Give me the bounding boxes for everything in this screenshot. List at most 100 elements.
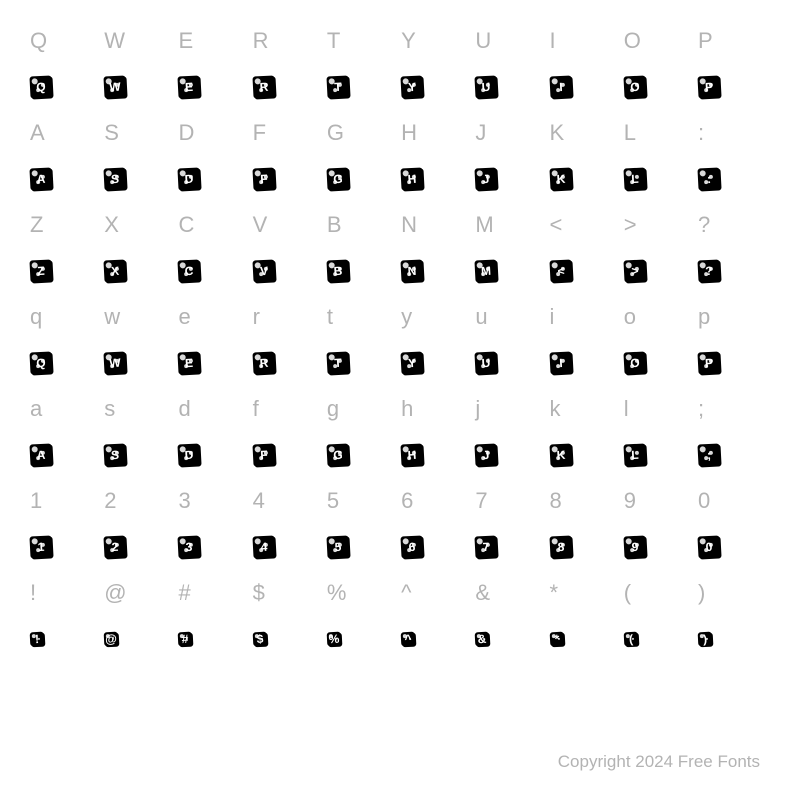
- char-glyph: D: [178, 444, 250, 466]
- char-glyph: K: [550, 444, 622, 466]
- char-label: S: [104, 120, 176, 146]
- font-glyph: M: [475, 259, 498, 282]
- char-glyph: ?: [698, 260, 770, 282]
- char-glyph: *: [550, 632, 622, 646]
- char-label: R: [253, 28, 325, 54]
- font-glyph: S: [104, 443, 127, 466]
- font-glyph: L: [623, 167, 646, 190]
- char-glyph: A: [30, 444, 102, 466]
- char-label: G: [327, 120, 399, 146]
- label-row: 1234567890: [30, 480, 770, 522]
- char-glyph: O: [624, 352, 696, 374]
- glyph-row: ZXCVBNM<>?: [30, 250, 770, 292]
- font-glyph: N: [401, 259, 424, 282]
- char-glyph: L: [624, 168, 696, 190]
- char-label: >: [624, 212, 696, 238]
- char-label: r: [253, 304, 325, 330]
- font-glyph: R: [252, 351, 275, 374]
- font-glyph: U: [475, 351, 498, 374]
- char-glyph: Q: [30, 76, 102, 98]
- char-label: Q: [30, 28, 102, 54]
- font-glyph: R: [252, 75, 275, 98]
- char-glyph: P: [698, 352, 770, 374]
- char-glyph: J: [475, 444, 547, 466]
- font-glyph: 0: [697, 535, 720, 558]
- font-glyph: W: [104, 351, 127, 374]
- font-glyph: 1: [29, 535, 52, 558]
- copyright-text: Copyright 2024 Free Fonts: [558, 752, 760, 772]
- font-glyph: ?: [697, 259, 720, 282]
- char-label: ;: [698, 396, 770, 422]
- char-glyph: 3: [178, 536, 250, 558]
- char-label: Z: [30, 212, 102, 238]
- char-glyph: 8: [550, 536, 622, 558]
- glyph-row: ASDFGHJKL:: [30, 158, 770, 200]
- char-label: l: [624, 396, 696, 422]
- char-glyph: 2: [104, 536, 176, 558]
- char-label: F: [253, 120, 325, 146]
- char-glyph: S: [104, 444, 176, 466]
- font-glyph: P: [697, 351, 720, 374]
- font-glyph: 3: [178, 535, 201, 558]
- char-label: t: [327, 304, 399, 330]
- char-glyph: E: [178, 76, 250, 98]
- glyph-row: 1234567890: [30, 526, 770, 568]
- char-glyph: 1: [30, 536, 102, 558]
- char-glyph: &: [475, 632, 547, 646]
- font-glyph: K: [549, 167, 572, 190]
- char-glyph: I: [550, 352, 622, 374]
- char-glyph: V: [253, 260, 325, 282]
- char-label: A: [30, 120, 102, 146]
- char-label: f: [253, 396, 325, 422]
- char-label: (: [624, 580, 696, 606]
- char-label: X: [104, 212, 176, 238]
- char-glyph: F: [253, 444, 325, 466]
- char-glyph: R: [253, 352, 325, 374]
- font-glyph: L: [623, 443, 646, 466]
- glyph-row: QWERTYUIOP: [30, 342, 770, 384]
- font-glyph: X: [104, 259, 127, 282]
- char-label: &: [475, 580, 547, 606]
- char-label: ^: [401, 580, 473, 606]
- font-glyph: C: [178, 259, 201, 282]
- font-glyph: 8: [549, 535, 572, 558]
- char-label: <: [550, 212, 622, 238]
- char-glyph: C: [178, 260, 250, 282]
- char-glyph: D: [178, 168, 250, 190]
- font-glyph: V: [252, 259, 275, 282]
- font-glyph: S: [104, 167, 127, 190]
- font-glyph: A: [29, 443, 52, 466]
- char-label: B: [327, 212, 399, 238]
- font-glyph: A: [29, 167, 52, 190]
- char-glyph: Z: [30, 260, 102, 282]
- char-glyph: 6: [401, 536, 473, 558]
- font-glyph: G: [326, 443, 349, 466]
- label-row: asdfghjkl;: [30, 388, 770, 430]
- label-row: ZXCVBNM<>?: [30, 204, 770, 246]
- char-glyph: T: [327, 76, 399, 98]
- char-label: e: [178, 304, 250, 330]
- char-label: d: [178, 396, 250, 422]
- char-glyph: O: [624, 76, 696, 98]
- font-glyph: I: [549, 351, 572, 374]
- font-glyph: 7: [475, 535, 498, 558]
- char-label: p: [698, 304, 770, 330]
- font-glyph: :: [697, 167, 720, 190]
- font-glyph: &: [475, 632, 490, 647]
- font-glyph: %: [327, 632, 342, 647]
- char-label: T: [327, 28, 399, 54]
- char-label: M: [475, 212, 547, 238]
- label-row: qwertyuiop: [30, 296, 770, 338]
- char-label: O: [624, 28, 696, 54]
- char-glyph: #: [178, 632, 250, 646]
- font-glyph: O: [623, 351, 646, 374]
- char-glyph: U: [475, 352, 547, 374]
- char-glyph: L: [624, 444, 696, 466]
- font-glyph: 9: [623, 535, 646, 558]
- label-row: QWERTYUIOP: [30, 20, 770, 62]
- font-glyph: ;: [697, 443, 720, 466]
- char-glyph: (: [624, 632, 696, 646]
- char-glyph: X: [104, 260, 176, 282]
- font-glyph: #: [178, 632, 193, 647]
- char-label: j: [475, 396, 547, 422]
